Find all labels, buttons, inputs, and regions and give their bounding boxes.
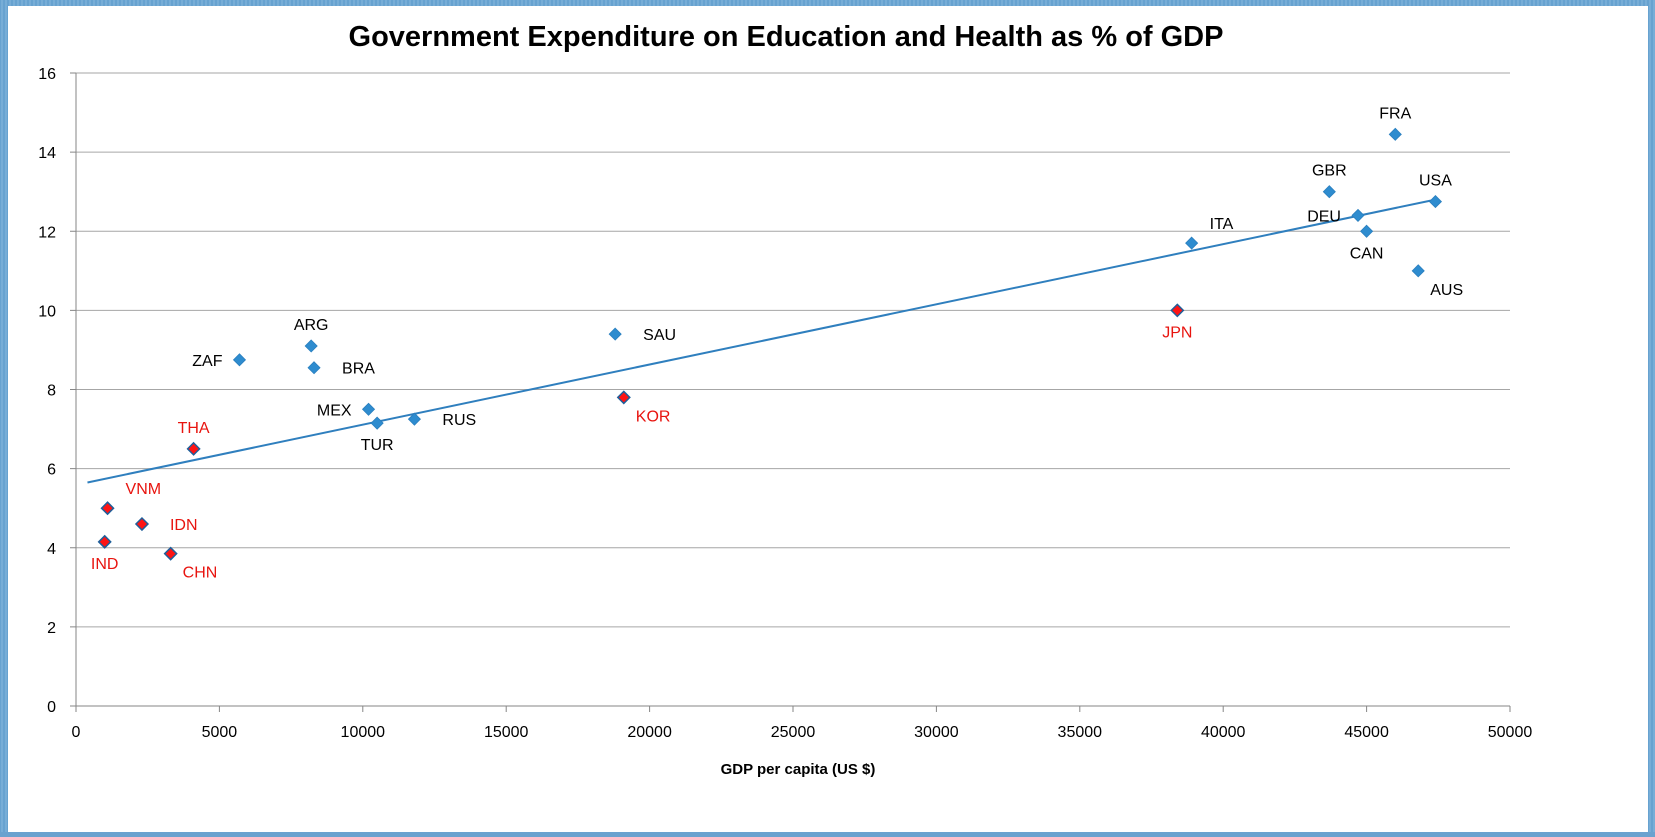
point-bra bbox=[307, 361, 321, 375]
point-label-aus: AUS bbox=[1430, 282, 1463, 299]
axes: 0 2 4 6 8 10 12 14 16 0 5000 10000 15000 20000 25000 30… bbox=[38, 66, 1532, 741]
x-tick-label: 35000 bbox=[1058, 724, 1103, 741]
x-axis-title: GDP per capita (US $) bbox=[721, 761, 876, 778]
trendline bbox=[87, 198, 1436, 484]
point-vnm bbox=[100, 501, 115, 516]
point-label-gbr: GBR bbox=[1312, 163, 1347, 180]
x-tick-label: 40000 bbox=[1201, 724, 1246, 741]
point-label-mex: MEX bbox=[317, 402, 352, 419]
point-label-rus: RUS bbox=[442, 412, 476, 429]
x-tick-label: 15000 bbox=[484, 724, 529, 741]
point-arg bbox=[304, 339, 318, 353]
point-label-kor: KOR bbox=[636, 408, 671, 425]
point-tha bbox=[186, 441, 201, 456]
point-label-usa: USA bbox=[1419, 173, 1452, 190]
point-label-idn: IDN bbox=[170, 517, 198, 534]
point-chn bbox=[163, 546, 178, 561]
point-rus bbox=[407, 412, 421, 426]
point-mex bbox=[361, 402, 376, 416]
point-zaf bbox=[232, 353, 247, 367]
point-sau bbox=[608, 327, 622, 341]
gridlines bbox=[76, 72, 1510, 628]
point-tur bbox=[370, 416, 384, 430]
x-tick-label: 25000 bbox=[771, 724, 816, 741]
y-tick-label: 8 bbox=[47, 383, 56, 400]
y-tick-label: 12 bbox=[38, 224, 56, 241]
point-idn bbox=[134, 516, 150, 532]
point-label-bra: BRA bbox=[342, 361, 375, 378]
point-can bbox=[1360, 224, 1374, 238]
point-label-deu: DEU bbox=[1307, 208, 1341, 225]
point-label-arg: ARG bbox=[294, 317, 329, 334]
point-label-can: CAN bbox=[1350, 245, 1384, 262]
point-label-vnm: VNM bbox=[126, 481, 162, 498]
point-fra bbox=[1388, 127, 1402, 141]
x-tick-label: 10000 bbox=[341, 724, 386, 741]
point-label-ind: IND bbox=[91, 556, 119, 573]
y-tick-label: 16 bbox=[38, 66, 56, 83]
y-tick-label: 0 bbox=[47, 699, 56, 716]
y-tick-label: 10 bbox=[38, 303, 56, 320]
y-tick-label: 2 bbox=[47, 620, 56, 637]
point-gbr bbox=[1322, 185, 1336, 199]
point-ita bbox=[1185, 236, 1199, 250]
data-points: FRA GBR USA DEU CAN ITA AUS JPN SAU ARG ZAF BRA KOR M… bbox=[91, 105, 1463, 581]
trendline-group bbox=[87, 198, 1436, 484]
point-label-chn: CHN bbox=[183, 565, 218, 582]
scatter-chart: Government Expenditure on Education and … bbox=[38, 21, 1532, 778]
y-tick-label: 6 bbox=[47, 462, 56, 479]
chart-title: Government Expenditure on Education and … bbox=[349, 21, 1224, 53]
point-usa bbox=[1428, 195, 1442, 209]
x-tick-label: 0 bbox=[72, 724, 81, 741]
point-label-jpn: JPN bbox=[1162, 324, 1192, 341]
point-label-tha: THA bbox=[178, 420, 210, 437]
point-deu bbox=[1351, 208, 1365, 222]
point-aus bbox=[1411, 264, 1425, 278]
point-label-fra: FRA bbox=[1379, 105, 1411, 122]
y-tick-label: 14 bbox=[38, 145, 56, 162]
x-tick-label: 20000 bbox=[627, 724, 672, 741]
point-jpn bbox=[1170, 303, 1185, 318]
x-tick-label: 5000 bbox=[202, 724, 238, 741]
x-tick-label: 30000 bbox=[914, 724, 959, 741]
x-tick-label: 45000 bbox=[1344, 724, 1389, 741]
y-tick-label: 4 bbox=[47, 541, 56, 558]
x-tick-label: 50000 bbox=[1488, 724, 1533, 741]
chart-panel: Government Expenditure on Education and … bbox=[8, 6, 1648, 832]
point-ind bbox=[97, 534, 112, 549]
point-label-ita: ITA bbox=[1210, 216, 1234, 233]
point-label-tur: TUR bbox=[361, 437, 394, 454]
point-label-zaf: ZAF bbox=[192, 353, 222, 370]
point-kor bbox=[616, 390, 631, 405]
point-label-sau: SAU bbox=[643, 327, 676, 344]
